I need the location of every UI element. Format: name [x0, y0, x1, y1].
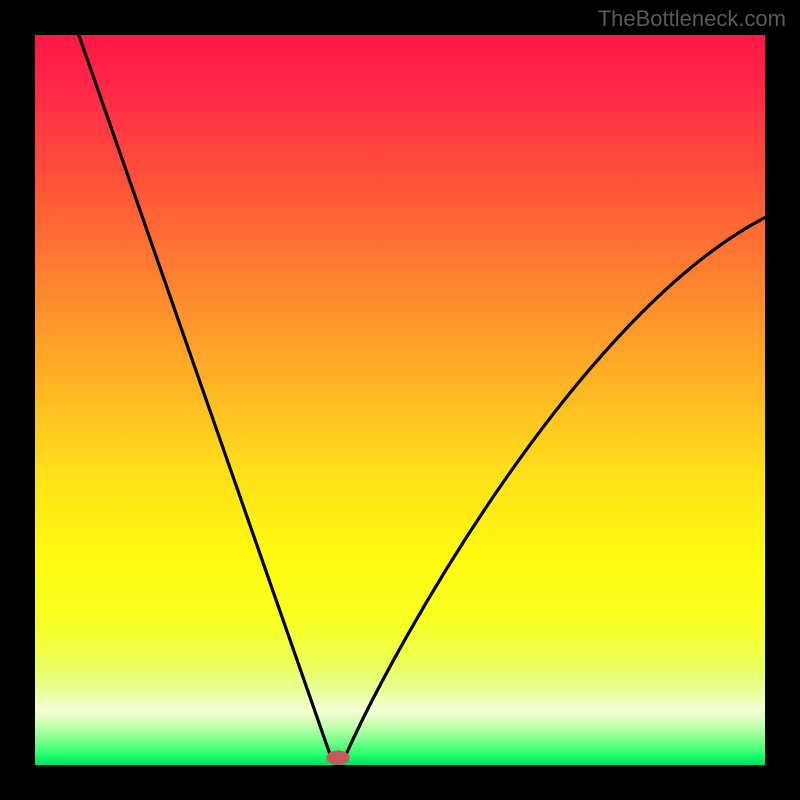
bottleneck-curve — [79, 35, 765, 756]
watermark-text: TheBottleneck.com — [598, 6, 786, 32]
minimum-marker — [326, 750, 349, 765]
chart-svg — [35, 35, 765, 765]
chart-container: TheBottleneck.com — [0, 0, 800, 800]
plot-area — [35, 35, 765, 765]
